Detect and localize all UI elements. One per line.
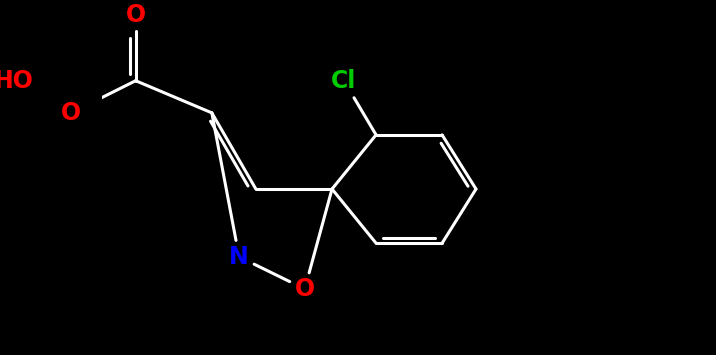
- Text: O: O: [125, 2, 146, 27]
- Text: Cl: Cl: [332, 69, 357, 93]
- Text: O: O: [295, 277, 315, 301]
- Text: O: O: [62, 101, 82, 125]
- Text: N: N: [229, 245, 249, 269]
- Text: HO: HO: [0, 69, 34, 93]
